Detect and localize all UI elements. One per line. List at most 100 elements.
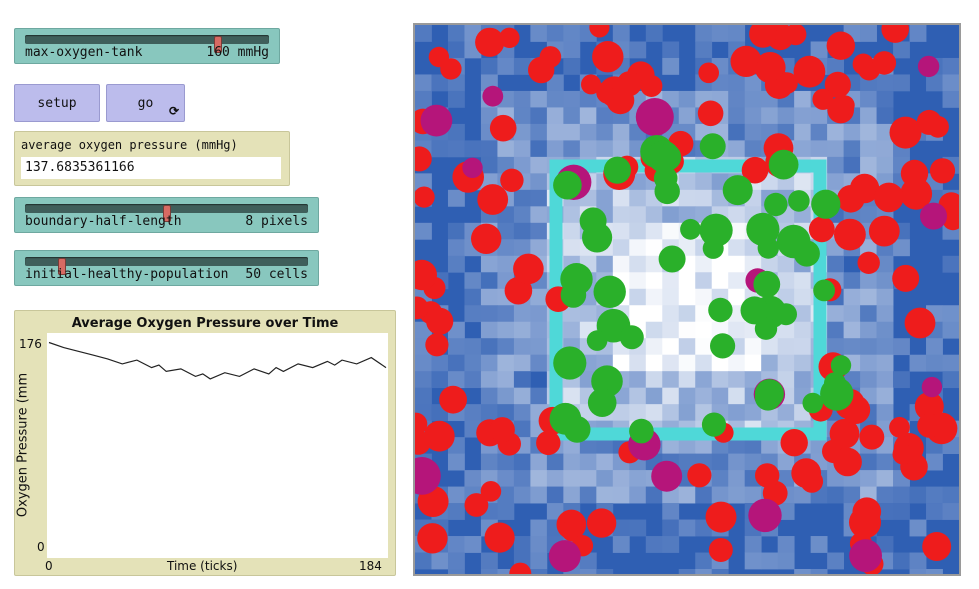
tumor-cell	[513, 253, 544, 285]
dying-cell	[415, 457, 441, 495]
slider-thumb[interactable]	[213, 36, 222, 53]
plot-area	[47, 333, 388, 558]
dying-cell	[482, 85, 504, 107]
tumor-cell	[859, 424, 885, 450]
plot-x-max-label: 184	[359, 559, 382, 573]
dying-cell	[635, 98, 674, 136]
tumor-cell	[415, 296, 429, 320]
forever-loop-icon: ⟳	[168, 104, 180, 118]
healthy-cell	[776, 224, 811, 259]
healthy-cell	[754, 384, 782, 411]
tumor-cell	[857, 251, 880, 274]
tumor-cell	[791, 458, 822, 488]
tumor-cell	[889, 416, 910, 438]
tumor-cell	[756, 53, 785, 81]
tumor-cell	[904, 307, 936, 339]
setup-button[interactable]: setup	[14, 84, 100, 122]
tumor-cell	[892, 443, 914, 465]
tumor-cell	[415, 146, 432, 172]
tumor-cell	[749, 25, 777, 48]
healthy-cell	[802, 392, 824, 414]
tumor-cell	[489, 114, 517, 142]
world-canvas[interactable]	[415, 25, 959, 574]
tumor-cell	[834, 95, 855, 116]
dying-cell	[921, 376, 943, 398]
tumor-cell	[586, 508, 617, 538]
tumor-cell	[705, 501, 737, 533]
healthy-cell	[775, 303, 797, 326]
tumor-cell	[425, 333, 449, 357]
slider-track[interactable]	[25, 35, 269, 53]
tumor-cell	[929, 158, 956, 184]
tumor-cell	[829, 418, 860, 449]
tumor-cell	[917, 413, 942, 438]
tumor-cell	[687, 463, 712, 488]
dying-cell	[748, 498, 782, 533]
healthy-cell	[629, 418, 654, 444]
healthy-cell	[753, 270, 781, 298]
tumor-cell	[439, 385, 467, 414]
tumor-cell	[480, 481, 502, 502]
healthy-cell	[582, 222, 613, 253]
initial-healthy-population-slider[interactable]: initial-healthy-population 50 cells	[14, 250, 319, 286]
healthy-cell	[830, 355, 852, 376]
tumor-cell	[415, 186, 435, 208]
dying-cell	[849, 539, 882, 573]
tumor-cell	[826, 31, 855, 60]
tumor-cell	[592, 41, 624, 73]
healthy-cell	[603, 156, 631, 184]
tumor-cell	[426, 307, 454, 335]
healthy-cell	[586, 330, 608, 351]
dying-cell	[420, 104, 453, 137]
slider-thumb[interactable]	[57, 258, 66, 275]
world-view[interactable]	[413, 23, 961, 576]
slider-track[interactable]	[25, 257, 308, 275]
go-button-label: go	[137, 95, 154, 111]
healthy-cell	[746, 212, 780, 246]
healthy-cell	[754, 317, 778, 340]
healthy-cell	[553, 346, 587, 380]
healthy-cell	[587, 388, 617, 418]
tumor-cell	[589, 25, 610, 38]
healthy-cell	[654, 143, 682, 171]
monitor-value: 137.6835361166	[21, 157, 281, 179]
tumor-cell	[475, 27, 505, 57]
dying-cell	[548, 540, 581, 573]
healthy-cell	[680, 218, 701, 240]
healthy-cell	[740, 296, 769, 325]
oxygen-pressure-series-line	[48, 341, 387, 380]
healthy-cell	[764, 192, 788, 217]
tumor-cell	[922, 532, 952, 561]
tumor-cell	[900, 177, 933, 210]
healthy-cell	[820, 377, 854, 411]
cells-layer	[415, 25, 959, 574]
healthy-cell	[722, 175, 753, 206]
average-oxygen-monitor: average oxygen pressure (mmHg) 137.68353…	[14, 131, 290, 186]
max-oxygen-tank-slider[interactable]: max-oxygen-tank 160 mmHg	[14, 28, 280, 64]
tumor-cell	[793, 55, 826, 88]
slider-track[interactable]	[25, 204, 308, 222]
slider-thumb[interactable]	[162, 205, 171, 222]
tumor-cell	[428, 46, 450, 68]
tumor-cell	[849, 173, 880, 204]
tumor-cell	[892, 264, 920, 292]
dying-cell	[462, 157, 483, 178]
boundary-half-length-slider[interactable]: boundary-half-length 8 pixels	[14, 197, 319, 233]
slider-label: initial-healthy-population	[25, 267, 229, 282]
tumor-cell	[808, 216, 835, 243]
tumor-cell	[730, 45, 762, 77]
healthy-cell	[811, 189, 841, 219]
healthy-cell	[768, 149, 799, 180]
tumor-cell	[916, 109, 942, 135]
healthy-cell	[699, 133, 726, 160]
plot-title: Average Oxygen Pressure over Time	[71, 316, 339, 331]
oxygen-pressure-plot: Average Oxygen Pressure over Time Oxygen…	[14, 310, 396, 576]
slider-value: 50 cells	[245, 267, 308, 282]
tumor-cell	[477, 184, 509, 215]
go-button[interactable]: go ⟳	[106, 84, 185, 122]
healthy-cell	[701, 412, 727, 437]
tumor-cell	[872, 51, 897, 75]
dying-cell	[651, 460, 683, 492]
healthy-cell	[813, 279, 835, 302]
tumor-cell	[536, 430, 561, 456]
